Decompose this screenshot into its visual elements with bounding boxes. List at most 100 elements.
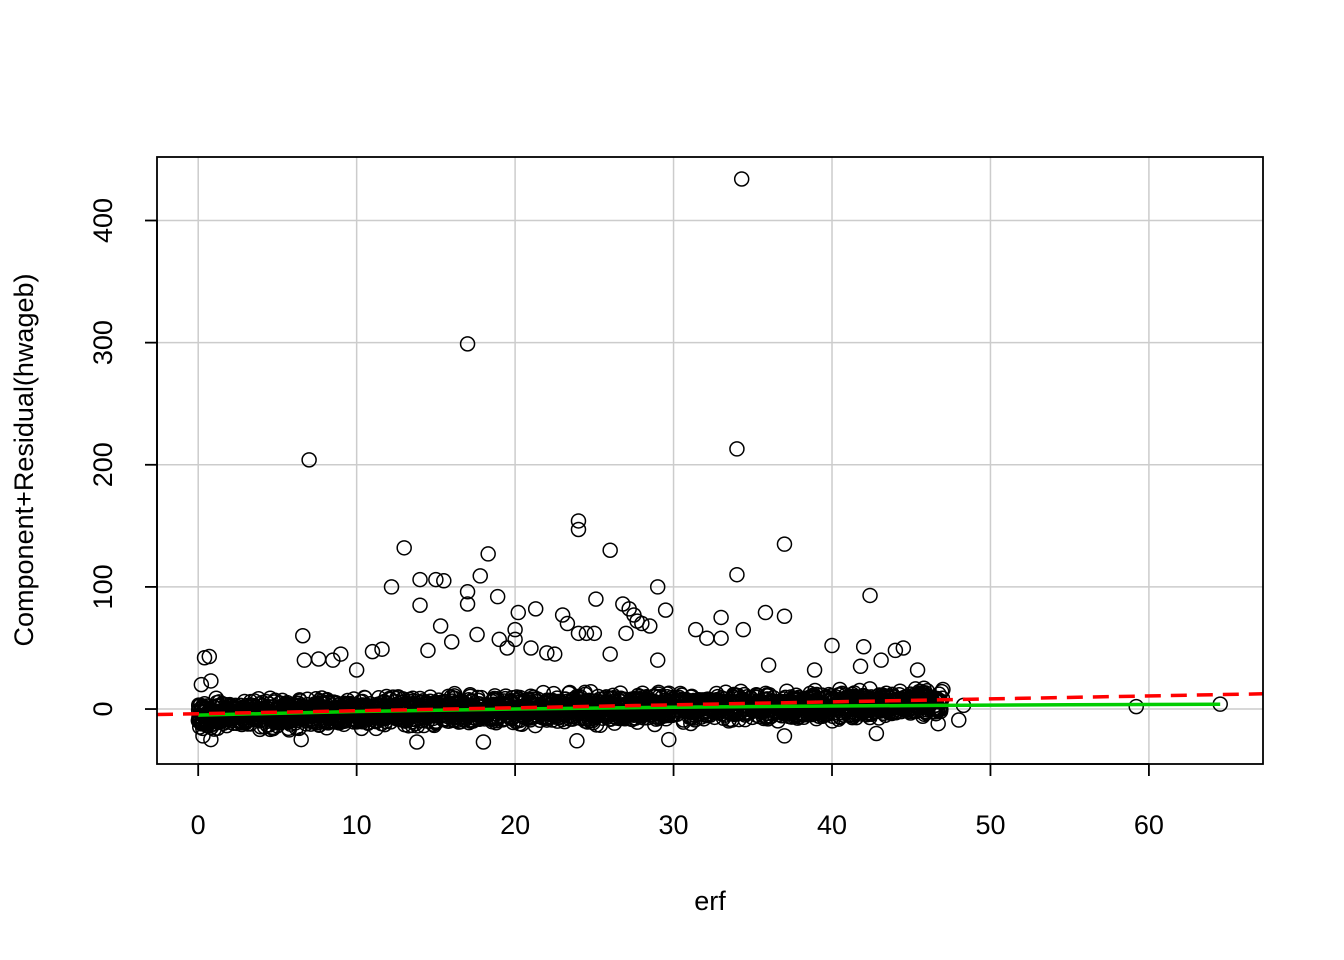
points-layer [190,171,1228,750]
data-point [406,693,422,709]
y-tick-label: 300 [88,320,118,365]
data-point [675,714,692,730]
x-axis: 0 10 20 30 40 50 60 [191,763,1164,840]
data-point [195,728,211,744]
data-point [796,709,812,726]
data-point [554,607,571,623]
data-point [546,646,563,662]
data-point [868,725,885,742]
data-point [887,642,904,659]
data-point [895,640,912,656]
data-point [634,615,650,632]
y-tick-label: 200 [88,442,118,487]
plot-box [156,156,1264,765]
data-point [443,634,460,650]
data-point [570,513,587,529]
data-point [642,618,658,634]
data-point [832,709,848,726]
data-point [313,693,330,710]
data-point [412,597,428,613]
data-point [575,704,591,720]
y-tick-label: 0 [88,702,118,717]
data-point [201,648,218,665]
data-point [480,546,496,562]
x-tick-label: 20 [500,810,530,840]
data-point [756,710,772,727]
data-point [951,712,967,728]
data-point [293,731,309,748]
data-point [409,734,425,750]
x-tick-label: 30 [659,810,689,840]
data-point [915,708,931,724]
data-point [420,642,436,659]
x-tick-label: 60 [1134,810,1164,840]
data-point [203,673,219,689]
data-point [649,579,666,595]
data-point [661,731,677,748]
data-point [729,441,745,457]
data-point [930,715,946,732]
data-point [222,696,238,713]
data-point [499,640,515,656]
data-point [650,686,667,702]
data-point [527,717,544,734]
data-point [562,684,578,701]
x-axis-title: erf [694,886,726,916]
data-point [310,651,327,667]
data-point [607,702,623,719]
data-point [360,714,376,731]
data-point [507,621,523,638]
data-point [432,618,449,634]
data-point [537,705,554,721]
data-point [436,573,452,589]
lines-layer [156,692,1264,717]
data-point [713,630,729,646]
data-point [591,702,607,719]
data-point [681,701,698,717]
data-point [523,640,539,656]
data-point [225,715,242,732]
x-tick-label: 0 [191,810,206,840]
data-point [382,691,399,708]
data-point [618,625,634,642]
data-point [578,625,595,642]
data-point [412,571,428,588]
y-axis: 0 100 200 300 400 [88,198,158,717]
data-point [459,596,476,612]
data-point [318,692,335,708]
data-point [498,703,514,720]
data-point [602,646,618,662]
data-point [729,566,745,583]
data-point [472,568,488,584]
data-point [296,652,313,668]
data-point [393,712,410,728]
data-point [620,695,636,712]
data-point [325,652,341,668]
data-point [475,734,492,750]
data-point [935,681,951,698]
data-point [489,588,506,605]
data-point [713,609,729,626]
data-point [909,662,926,678]
data-point [437,712,453,728]
data-point [491,631,508,648]
data-point [280,714,296,731]
data-point [428,571,444,588]
data-point [712,704,728,720]
data-point [617,711,633,727]
linear-fit-line [156,692,1264,717]
data-point [527,601,544,617]
data-point [333,646,349,662]
data-point [297,706,313,723]
x-tick-label: 10 [342,810,372,840]
data-point [856,688,873,705]
data-point [295,628,311,644]
data-point [311,717,327,733]
data-point [383,579,400,595]
data-point [586,625,603,642]
data-point [272,695,288,711]
data-point [806,662,823,678]
data-point [570,521,587,538]
data-point [510,604,527,621]
x-tick-label: 50 [975,810,1005,840]
